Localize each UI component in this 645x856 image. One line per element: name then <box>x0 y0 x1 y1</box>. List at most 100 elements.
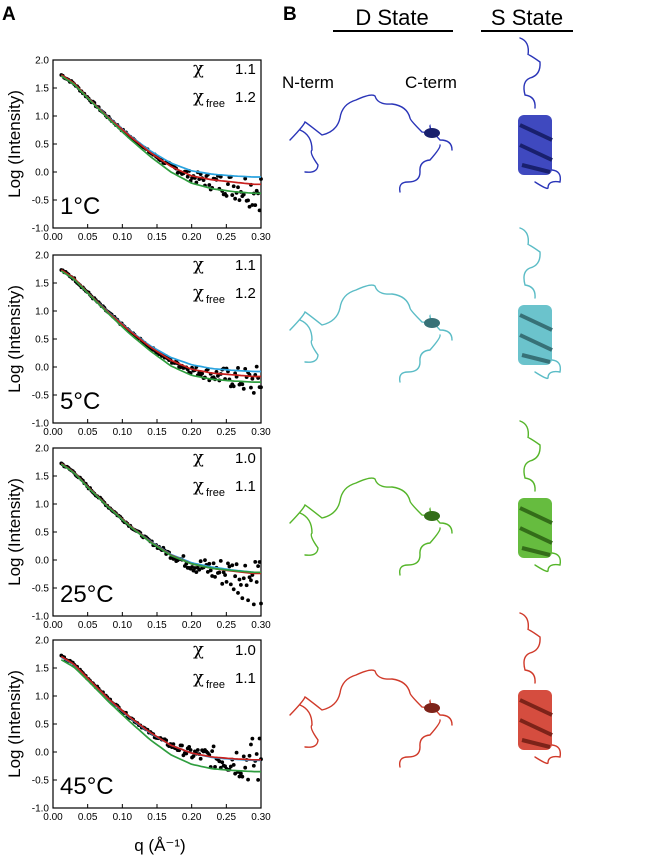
x-tick-label: 0.15 <box>147 812 167 823</box>
d-state-structure <box>289 477 453 576</box>
x-tick-label: 0.00 <box>43 812 63 823</box>
data-point <box>247 204 252 209</box>
chi-free-value: 1.2 <box>235 89 256 106</box>
y-tick-label: 1.0 <box>35 500 49 511</box>
x-tick-label: 0.20 <box>182 232 202 243</box>
fit-line-2 <box>60 269 261 378</box>
x-tick-label: 0.05 <box>78 812 98 823</box>
data-point <box>257 560 262 564</box>
structure-row-1 <box>289 37 562 193</box>
y-tick-label: -1.0 <box>32 804 50 815</box>
data-point <box>231 763 236 767</box>
s-state-strands <box>519 123 553 174</box>
chi-value: 1.1 <box>235 61 256 78</box>
d-state-structure <box>289 284 453 383</box>
s-state-strands <box>519 506 553 557</box>
data-point <box>249 742 253 747</box>
data-point <box>253 559 258 564</box>
data-point <box>213 765 217 769</box>
data-point <box>218 174 223 179</box>
data-point <box>237 577 242 582</box>
d-state-coil <box>289 94 453 151</box>
fit-line-1 <box>60 462 261 574</box>
d-state-coil-tail <box>398 334 441 383</box>
data-point <box>243 563 248 568</box>
x-tick-label: 0.20 <box>182 427 202 438</box>
chi-free-value: 1.1 <box>235 478 256 495</box>
data-point <box>237 198 242 203</box>
x-tick-label: 0.10 <box>113 812 133 823</box>
y-axis-label: Log (Intensity) <box>5 670 24 778</box>
x-tick-label: 0.20 <box>182 620 202 631</box>
x-tick-label: 0.20 <box>182 812 202 823</box>
s-state-strands <box>519 698 553 749</box>
d-state-structure <box>289 94 453 193</box>
y-tick-label: 0.5 <box>35 720 49 731</box>
data-point <box>210 749 215 754</box>
y-tick-label: -1.0 <box>32 224 50 235</box>
data-point <box>217 570 222 575</box>
data-point <box>224 579 229 584</box>
s-state-coil-top <box>519 420 541 492</box>
temperature-label: 45°C <box>60 773 114 800</box>
chi-free-symbol: χ <box>193 282 204 303</box>
data-point <box>257 736 262 741</box>
chi-free-subscript: free <box>206 98 225 110</box>
data-point <box>233 771 238 776</box>
x-tick-label: 0.15 <box>147 427 167 438</box>
d-state-coil-loop <box>299 704 319 748</box>
y-tick-label: 0.5 <box>35 140 49 151</box>
s-state-coil-bottom <box>534 744 562 765</box>
y-tick-label: -1.0 <box>32 612 50 623</box>
y-tick-label: 1.0 <box>35 692 49 703</box>
data-point <box>191 754 196 759</box>
data-point <box>259 601 263 606</box>
fit-line-3 <box>60 270 261 383</box>
x-tick-label: 0.25 <box>217 427 237 438</box>
d-state-coil-tail <box>398 527 441 576</box>
y-tick-label: 0.5 <box>35 528 49 539</box>
chi-free-value: 1.1 <box>235 670 256 687</box>
d-state-header: D State <box>355 5 428 30</box>
d-state-coil <box>289 284 453 341</box>
data-point <box>251 763 256 768</box>
x-tick-label: 0.00 <box>43 232 63 243</box>
data-point <box>243 176 248 181</box>
data-point <box>251 390 256 395</box>
data-point <box>213 574 217 579</box>
chi-free-symbol: χ <box>193 475 204 496</box>
data-point <box>193 566 197 570</box>
structure-row-3 <box>289 420 562 576</box>
data-point <box>233 196 238 201</box>
y-tick-label: -0.5 <box>32 391 50 402</box>
data-points <box>59 268 263 395</box>
x-tick-label: 0.30 <box>251 232 271 243</box>
y-tick-label: 1.5 <box>35 664 49 675</box>
s-state-coil-top <box>519 227 541 299</box>
data-point <box>230 563 235 568</box>
y-tick-label: 2.0 <box>35 56 49 67</box>
chart-2: -1.0 -0.5 0.0 0.5 1.0 1.5 2.0 0.00 0.05 0.10 0.15 0… <box>5 251 271 439</box>
data-point <box>216 373 220 378</box>
y-tick-label: 0.0 <box>35 168 49 179</box>
y-tick-label: 1.5 <box>35 472 49 483</box>
data-point <box>231 587 236 592</box>
data-point <box>257 208 262 213</box>
data-point <box>237 774 242 779</box>
s-state-structure <box>518 420 562 573</box>
y-tick-label: -0.5 <box>32 196 50 207</box>
data-point <box>228 764 233 769</box>
y-tick-label: -0.5 <box>32 584 50 595</box>
x-tick-label: 0.30 <box>251 812 271 823</box>
fit-line-1 <box>60 656 261 762</box>
data-point <box>203 558 207 563</box>
data-point <box>259 385 263 390</box>
d-state-coil-tail <box>398 144 441 193</box>
x-tick-label: 0.00 <box>43 427 63 438</box>
n-term-label: N-term <box>282 73 334 92</box>
d-state-coil-loop <box>299 512 319 556</box>
x-tick-label: 0.25 <box>217 620 237 631</box>
y-tick-label: 1.0 <box>35 112 49 123</box>
d-state-helix <box>424 128 440 138</box>
data-point <box>241 192 246 197</box>
